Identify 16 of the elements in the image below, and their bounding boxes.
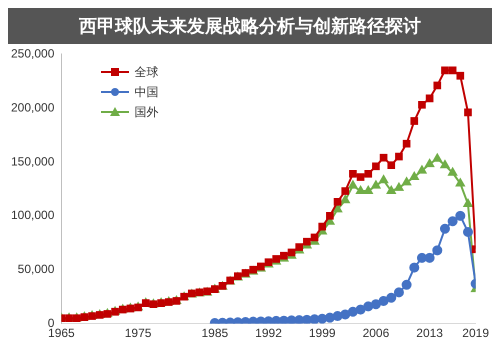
x-tick-label: 2013 (416, 326, 444, 340)
legend-label: 国外 (134, 104, 158, 121)
x-tick-label: 1992 (255, 326, 282, 340)
chart-title: 西甲球队未来发展战略分析与创新路径探讨 (8, 8, 492, 44)
y-tick-label: 50,000 (18, 262, 55, 276)
legend-label: 全球 (134, 64, 158, 81)
y-tick-label: 200,000 (10, 100, 55, 114)
y-tick-label: 250,000 (10, 46, 55, 61)
x-tick-label: 1985 (201, 326, 228, 340)
x-tick-label: 1975 (124, 326, 152, 340)
x-tick-label: 1999 (308, 326, 336, 340)
x-tick-label: 2006 (362, 326, 390, 340)
x-tick-label: 2019 (462, 326, 490, 340)
legend-label: 中国 (134, 84, 158, 101)
y-tick-label: 150,000 (10, 154, 55, 168)
y-tick-label: 100,000 (10, 208, 55, 222)
